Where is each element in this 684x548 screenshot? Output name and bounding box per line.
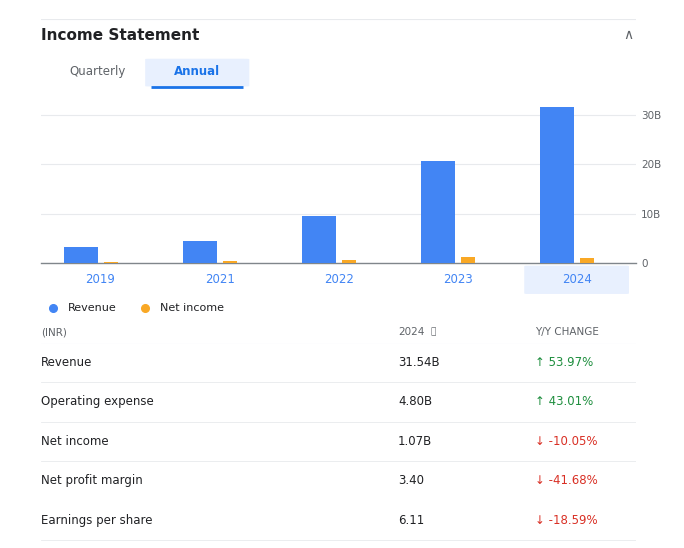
Text: 6.11: 6.11 [398,514,424,527]
FancyBboxPatch shape [524,266,629,294]
Text: ∧: ∧ [623,28,633,42]
Bar [64,247,98,263]
Text: Y/Y CHANGE: Y/Y CHANGE [535,327,598,337]
Text: Net profit margin: Net profit margin [41,475,143,487]
Text: 2024: 2024 [562,273,592,286]
Text: 2023: 2023 [443,273,473,286]
Text: ↑ 43.01%: ↑ 43.01% [535,396,593,408]
Bar [222,261,237,263]
Bar [302,216,336,263]
Text: Operating expense: Operating expense [41,396,154,408]
Text: Earnings per share: Earnings per share [41,514,153,527]
Text: 2019: 2019 [86,273,116,286]
Text: Quarterly: Quarterly [69,65,126,78]
Text: ⓘ: ⓘ [431,328,436,336]
FancyBboxPatch shape [145,59,250,87]
Text: Net income: Net income [41,435,109,448]
Bar [341,260,356,263]
Text: 3.40: 3.40 [398,475,424,487]
Text: ↑ 53.97%: ↑ 53.97% [535,356,593,369]
Bar [103,261,118,263]
Bar [421,162,455,263]
Text: (INR): (INR) [41,327,67,337]
Text: ↓ -10.05%: ↓ -10.05% [535,435,597,448]
Text: ↓ -18.59%: ↓ -18.59% [535,514,598,527]
Bar [579,258,594,263]
Text: Revenue: Revenue [68,302,116,313]
Text: Net income: Net income [160,302,224,313]
Text: 2024: 2024 [398,327,425,337]
Text: Revenue: Revenue [41,356,92,369]
Text: 2022: 2022 [324,273,354,286]
Text: 31.54B: 31.54B [398,356,440,369]
Text: 2021: 2021 [205,273,235,286]
Text: 1.07B: 1.07B [398,435,432,448]
Text: ↓ -41.68%: ↓ -41.68% [535,475,598,487]
Bar [460,257,475,263]
Text: Annual: Annual [174,65,220,78]
Bar [183,241,217,263]
Bar [540,107,574,263]
Text: Income Statement: Income Statement [41,28,200,43]
Text: 4.80B: 4.80B [398,396,432,408]
